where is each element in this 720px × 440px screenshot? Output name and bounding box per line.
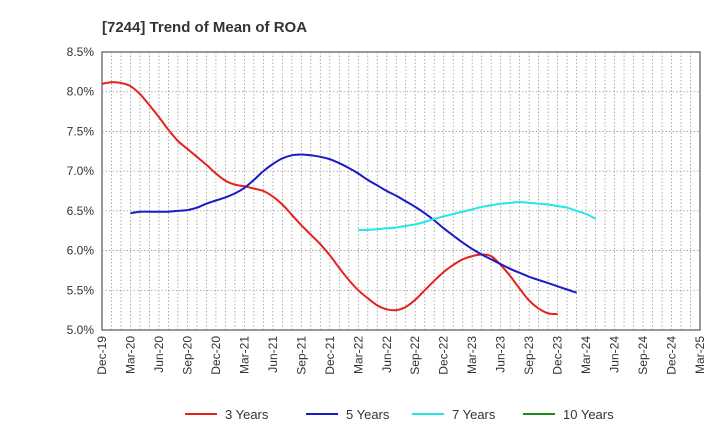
x-tick-label: Mar-21 (237, 336, 251, 374)
x-tick-label: Dec-22 (437, 336, 451, 375)
y-tick-label: 7.0% (67, 164, 95, 178)
x-tick-label: Mar-22 (351, 336, 365, 374)
x-tick-label: Sep-21 (294, 336, 308, 375)
x-tick-label: Jun-21 (266, 336, 280, 373)
series-lines (101, 81, 597, 316)
series-line-5-years (130, 153, 577, 294)
x-axis-tick-labels: Dec-19 Mar-20 Jun-20 Sep-20 Dec-20 Mar-21 Jun-… (95, 336, 707, 375)
x-tick-label: Sep-22 (408, 336, 422, 375)
y-tick-label: 6.0% (67, 244, 95, 258)
y-tick-label: 5.0% (67, 323, 95, 337)
x-tick-label: Mar-25 (693, 336, 707, 374)
plot-frame (101, 51, 701, 331)
chart-title: [7244] Trend of Mean of ROA (102, 19, 307, 36)
horizontal-gridlines (102, 91, 700, 291)
x-tick-label: Dec-24 (665, 336, 679, 375)
legend-label-7-years: 7 Years (452, 407, 496, 422)
x-tick-label: Sep-24 (636, 336, 650, 375)
x-tick-label: Jun-24 (608, 336, 622, 373)
y-tick-label: 8.0% (67, 85, 95, 99)
x-tick-label: Dec-21 (323, 336, 337, 375)
series-line-7-years (358, 201, 597, 231)
plot-area (101, 51, 701, 331)
y-tick-label: 5.5% (67, 283, 95, 297)
x-tick-label: Mar-24 (579, 336, 593, 374)
y-tick-label: 8.5% (67, 45, 95, 59)
x-tick-label: Sep-23 (522, 336, 536, 375)
y-axis-tick-labels: 5.0% 5.5% 6.0% 6.5% 7.0% 7.5% 8.0% 8.5% (67, 45, 95, 337)
vertical-gridlines (111, 52, 691, 330)
x-tick-label: Jun-23 (494, 336, 508, 373)
x-tick-label: Jun-22 (380, 336, 394, 373)
x-tick-label: Jun-20 (152, 336, 166, 373)
legend: 3 Years 5 Years 7 Years 10 Years (185, 407, 614, 422)
x-tick-label: Dec-19 (95, 336, 109, 375)
legend-label-5-years: 5 Years (346, 407, 390, 422)
x-tick-label: Mar-23 (465, 336, 479, 374)
x-tick-label: Sep-20 (180, 336, 194, 375)
x-tick-label: Dec-23 (551, 336, 565, 375)
y-tick-label: 6.5% (67, 204, 95, 218)
legend-label-3-years: 3 Years (225, 407, 269, 422)
x-tick-label: Mar-20 (123, 336, 137, 374)
x-tick-label: Dec-20 (209, 336, 223, 375)
y-tick-label: 7.5% (67, 124, 95, 138)
legend-label-10-years: 10 Years (563, 407, 614, 422)
